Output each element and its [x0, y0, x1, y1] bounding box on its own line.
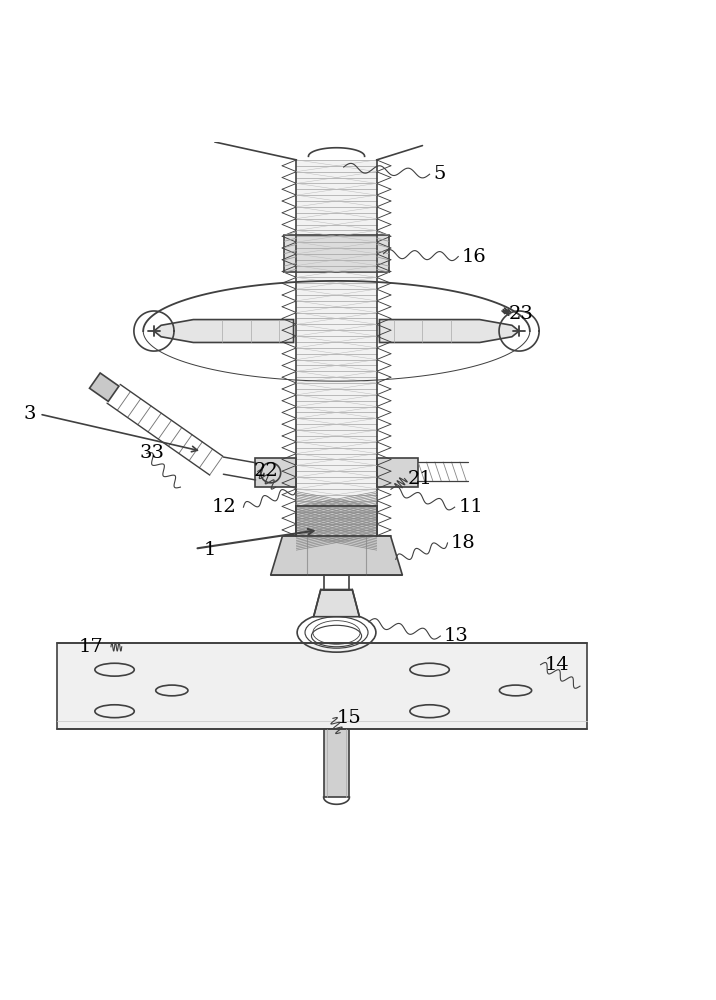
Polygon shape — [57, 643, 587, 729]
Text: 11: 11 — [458, 498, 483, 516]
Text: 5: 5 — [433, 165, 445, 183]
Text: 16: 16 — [462, 248, 487, 266]
Text: 3: 3 — [24, 405, 36, 423]
Text: 21: 21 — [408, 470, 433, 488]
Text: 13: 13 — [444, 627, 469, 645]
Text: 17: 17 — [79, 638, 104, 656]
Polygon shape — [154, 320, 294, 342]
Text: 14: 14 — [544, 656, 569, 674]
Text: 12: 12 — [211, 498, 236, 516]
Polygon shape — [296, 160, 377, 536]
Polygon shape — [314, 589, 359, 617]
Polygon shape — [377, 458, 418, 487]
Text: 22: 22 — [254, 462, 279, 480]
Polygon shape — [271, 536, 402, 575]
Polygon shape — [379, 320, 519, 342]
Text: 33: 33 — [140, 444, 165, 462]
Text: 1: 1 — [204, 541, 216, 559]
Text: 23: 23 — [508, 305, 533, 323]
Text: 15: 15 — [337, 709, 362, 727]
Polygon shape — [255, 458, 296, 487]
Polygon shape — [90, 373, 119, 401]
Text: 18: 18 — [451, 534, 476, 552]
Polygon shape — [324, 729, 349, 797]
Polygon shape — [296, 506, 377, 536]
Polygon shape — [284, 235, 389, 272]
